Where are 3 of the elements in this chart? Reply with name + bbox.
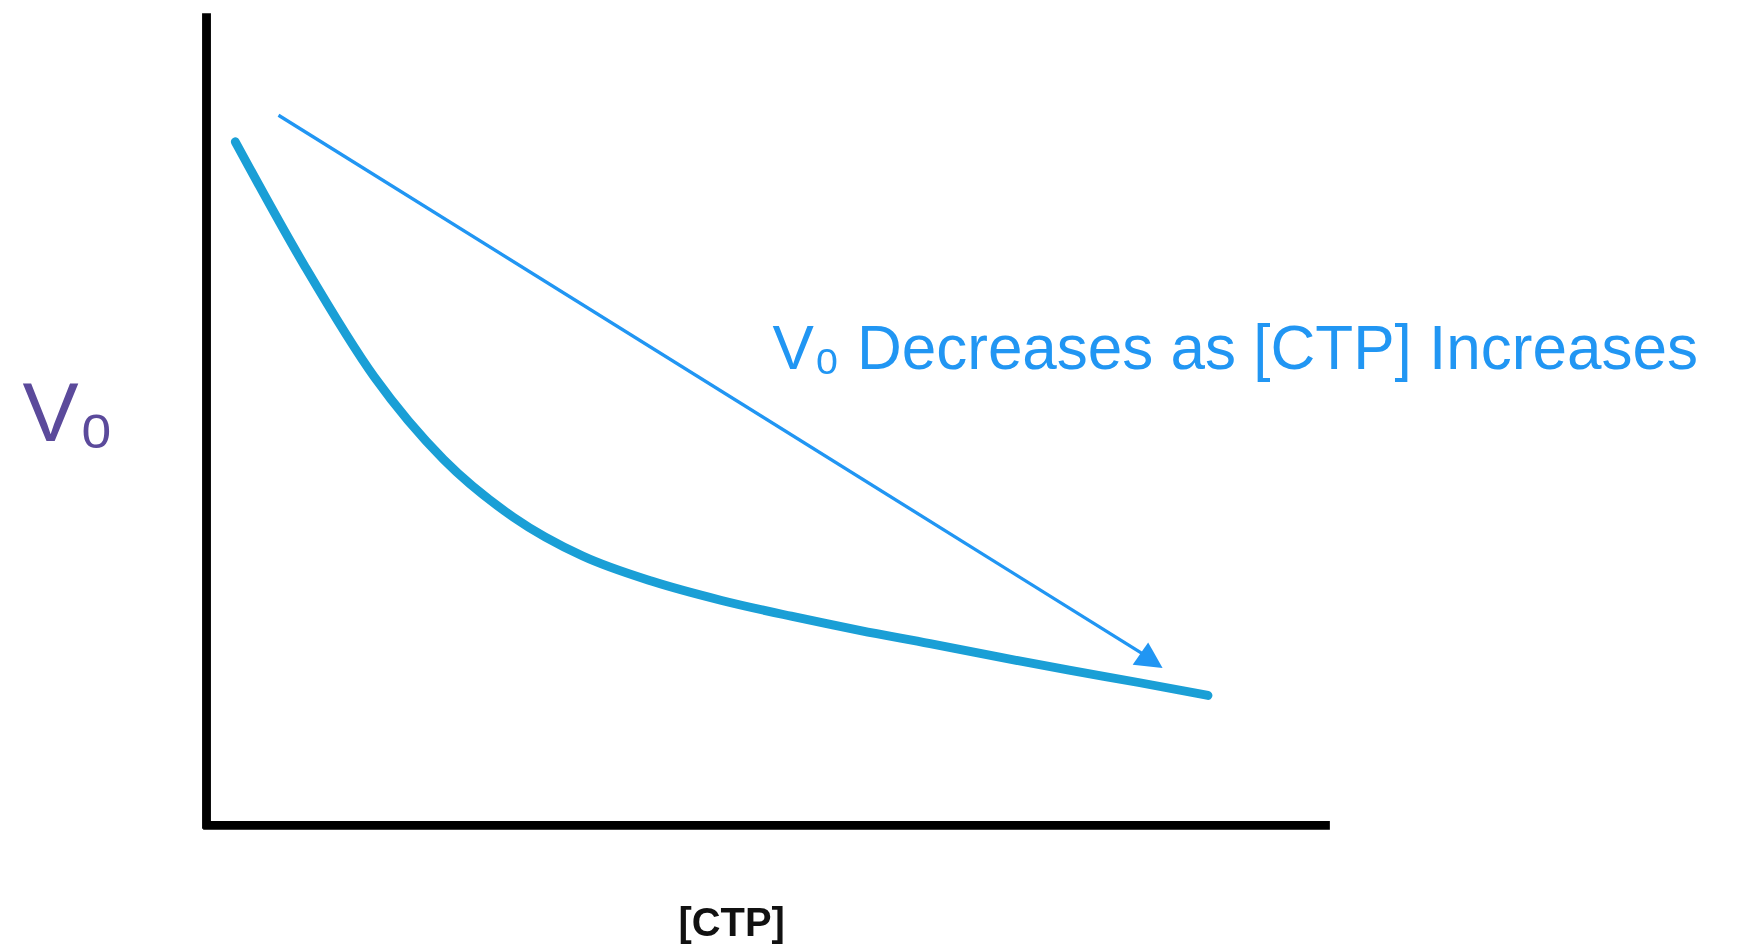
- y-axis-title: V₀: [22, 364, 114, 459]
- annotation: V₀ Decreases as [CTP] Increases: [772, 312, 1698, 382]
- x-axis-title: [CTP]: [678, 900, 785, 945]
